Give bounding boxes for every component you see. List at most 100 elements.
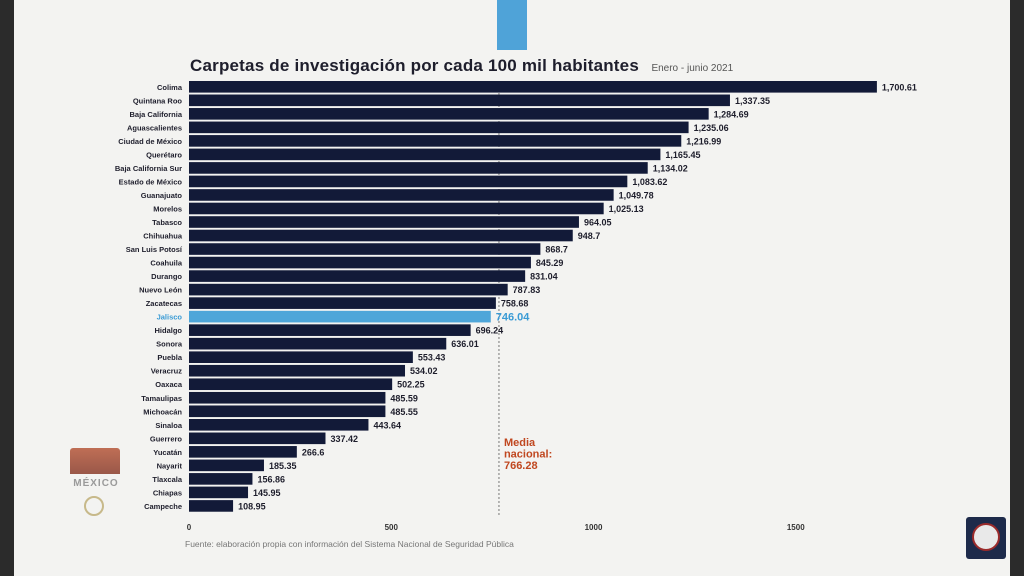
value-label: 156.86 bbox=[257, 474, 285, 484]
bar-1 bbox=[189, 94, 730, 107]
national-seal-icon bbox=[84, 496, 104, 516]
category-label: Yucatán bbox=[153, 448, 182, 457]
value-label: 1,216.99 bbox=[686, 136, 721, 146]
value-label: 758.68 bbox=[501, 299, 529, 309]
value-label: 553.43 bbox=[418, 353, 446, 363]
value-label: 1,284.69 bbox=[714, 109, 749, 119]
value-label: 845.29 bbox=[536, 258, 564, 268]
bar-0 bbox=[189, 81, 877, 93]
bar-10 bbox=[189, 216, 579, 228]
government-logo bbox=[966, 517, 1006, 559]
bar-27 bbox=[189, 446, 297, 458]
category-label: San Luis Potosí bbox=[126, 245, 183, 254]
average-label-line: nacional: bbox=[504, 449, 552, 461]
x-tick-label: 500 bbox=[385, 523, 399, 532]
government-seal-icon bbox=[972, 523, 1000, 551]
category-label: Tabasco bbox=[152, 218, 182, 227]
value-label: 948.7 bbox=[578, 231, 601, 241]
value-label: 636.01 bbox=[451, 339, 479, 349]
bar-7 bbox=[189, 175, 628, 188]
category-label: Baja California Sur bbox=[115, 164, 182, 173]
chart-subtitle: Enero - junio 2021 bbox=[651, 63, 734, 74]
bar-30 bbox=[189, 486, 249, 499]
category-label: Durango bbox=[151, 272, 182, 281]
value-label: 1,337.35 bbox=[735, 96, 770, 106]
bar-17 bbox=[189, 310, 491, 323]
bar-9 bbox=[189, 202, 604, 215]
value-label: 185.35 bbox=[269, 461, 297, 471]
x-tick-label: 1500 bbox=[787, 523, 805, 532]
bar-24 bbox=[189, 405, 386, 418]
bar-19 bbox=[189, 337, 447, 350]
category-label: Veracruz bbox=[151, 367, 183, 376]
bar-25 bbox=[189, 419, 369, 431]
bar-18 bbox=[189, 324, 471, 336]
source-note: Fuente: elaboración propia con informaci… bbox=[185, 539, 514, 549]
category-label: Chiapas bbox=[153, 488, 182, 497]
value-label: 831.04 bbox=[530, 272, 558, 282]
category-label: Tamaulipas bbox=[141, 394, 182, 403]
value-label: 485.55 bbox=[390, 407, 418, 417]
value-label: 145.95 bbox=[253, 488, 281, 498]
category-label: Aguascalientes bbox=[127, 123, 182, 132]
x-tick-label: 0 bbox=[187, 523, 192, 532]
value-label: 1,134.02 bbox=[653, 163, 688, 173]
category-label: Ciudad de México bbox=[118, 137, 182, 146]
category-label: Jalisco bbox=[157, 313, 183, 322]
bar-23 bbox=[189, 391, 386, 404]
bar-3 bbox=[189, 121, 689, 134]
category-label: Estado de México bbox=[119, 177, 183, 186]
bar-11 bbox=[189, 229, 573, 242]
value-label: 746.04 bbox=[496, 312, 531, 324]
bar-13 bbox=[189, 256, 531, 269]
category-label: Guanajuato bbox=[141, 191, 183, 200]
category-label: Puebla bbox=[157, 353, 182, 362]
category-label: Morelos bbox=[153, 204, 182, 213]
value-label: 868.7 bbox=[545, 245, 568, 255]
bar-15 bbox=[189, 283, 508, 296]
x-tick-label: 1000 bbox=[585, 523, 603, 532]
category-label: Guerrero bbox=[150, 434, 183, 443]
value-label: 964.05 bbox=[584, 218, 612, 228]
category-label: Chihuahua bbox=[143, 232, 183, 241]
bar-2 bbox=[189, 108, 709, 120]
category-label: Zacatecas bbox=[146, 299, 182, 308]
category-label: Quintana Roo bbox=[133, 96, 183, 105]
category-label: Oaxaca bbox=[155, 380, 183, 389]
value-label: 1,700.61 bbox=[882, 82, 917, 92]
category-label: Colima bbox=[157, 83, 183, 92]
chart-title: Carpetas de investigación por cada 100 m… bbox=[190, 56, 639, 75]
mexico-logo: MÉXICO bbox=[66, 440, 126, 520]
category-label: Coahuila bbox=[150, 259, 182, 268]
category-label: Hidalgo bbox=[155, 326, 183, 335]
bar-6 bbox=[189, 162, 648, 174]
value-label: 108.95 bbox=[238, 501, 266, 511]
value-label: 485.59 bbox=[390, 393, 418, 403]
bar-4 bbox=[189, 135, 682, 147]
value-label: 1,083.62 bbox=[632, 177, 667, 187]
category-label: Baja California bbox=[129, 110, 182, 119]
category-label: Nayarit bbox=[157, 461, 183, 470]
bar-21 bbox=[189, 364, 406, 377]
value-label: 696.24 bbox=[476, 326, 504, 336]
bar-8 bbox=[189, 189, 614, 201]
bar-5 bbox=[189, 148, 661, 161]
average-label-line: Media bbox=[504, 437, 536, 449]
title-block: Carpetas de investigación por cada 100 m… bbox=[190, 56, 733, 76]
average-label-line: 766.28 bbox=[504, 460, 538, 472]
value-label: 337.42 bbox=[330, 434, 358, 444]
category-label: Campeche bbox=[144, 502, 182, 511]
logo-wordmark: MÉXICO bbox=[73, 478, 119, 489]
bar-14 bbox=[189, 270, 526, 282]
bar-20 bbox=[189, 351, 413, 363]
category-label: Tlaxcala bbox=[152, 475, 182, 484]
category-label: Sonora bbox=[156, 340, 183, 349]
value-label: 502.25 bbox=[397, 380, 425, 390]
heroes-emblem-icon bbox=[70, 448, 120, 474]
bar-31 bbox=[189, 500, 234, 512]
value-label: 787.83 bbox=[513, 285, 541, 295]
bar-29 bbox=[189, 473, 253, 485]
value-label: 534.02 bbox=[410, 366, 438, 376]
bar-28 bbox=[189, 459, 264, 472]
